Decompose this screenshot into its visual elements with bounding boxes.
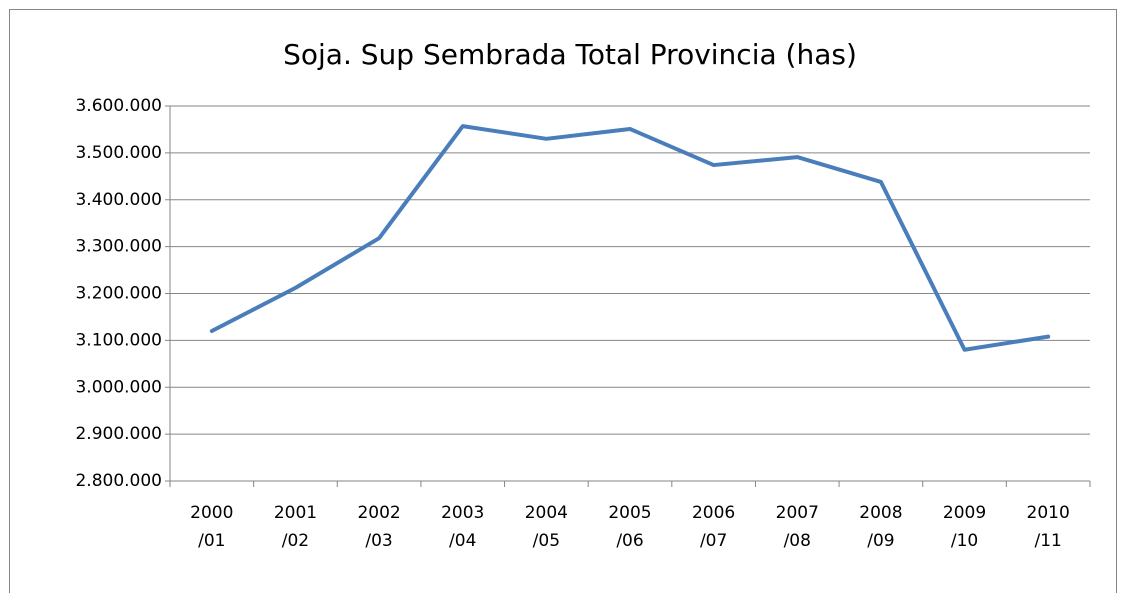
chart-title: Soja. Sup Sembrada Total Provincia (has) (283, 38, 857, 71)
y-tick-label: 3.400.000 (75, 190, 162, 210)
y-tick-label: 2.800.000 (75, 471, 162, 491)
x-tick-label: 2004 /05 (524, 503, 568, 551)
y-tick-label: 2.900.000 (75, 424, 162, 444)
y-tick-label: 3.600.000 (75, 96, 162, 116)
x-tick-label: 2009 /10 (942, 503, 987, 551)
x-tick-label: 2001 /02 (273, 503, 318, 551)
x-tick-label: 2008 /09 (859, 503, 903, 551)
y-tick-label: 3.300.000 (75, 237, 162, 257)
x-tick-label: 2010 /11 (1026, 503, 1070, 551)
x-tick-label: 2000 /01 (190, 503, 234, 551)
series-line (209, 124, 1051, 352)
y-tick-label: 3.500.000 (75, 143, 162, 163)
y-tick-label: 3.100.000 (75, 330, 162, 350)
x-tick-label: 2005 /06 (608, 503, 652, 551)
x-tick-label: 2007 /08 (775, 503, 819, 551)
x-tick-label: 2002 /03 (357, 503, 401, 551)
x-tick-label: 2006 /07 (691, 503, 736, 551)
chart-frame (9, 9, 1117, 593)
y-tick-label: 3.200.000 (75, 284, 162, 304)
y-tick-label: 3.000.000 (75, 377, 162, 397)
x-tick-label: 2003 /04 (441, 503, 485, 551)
